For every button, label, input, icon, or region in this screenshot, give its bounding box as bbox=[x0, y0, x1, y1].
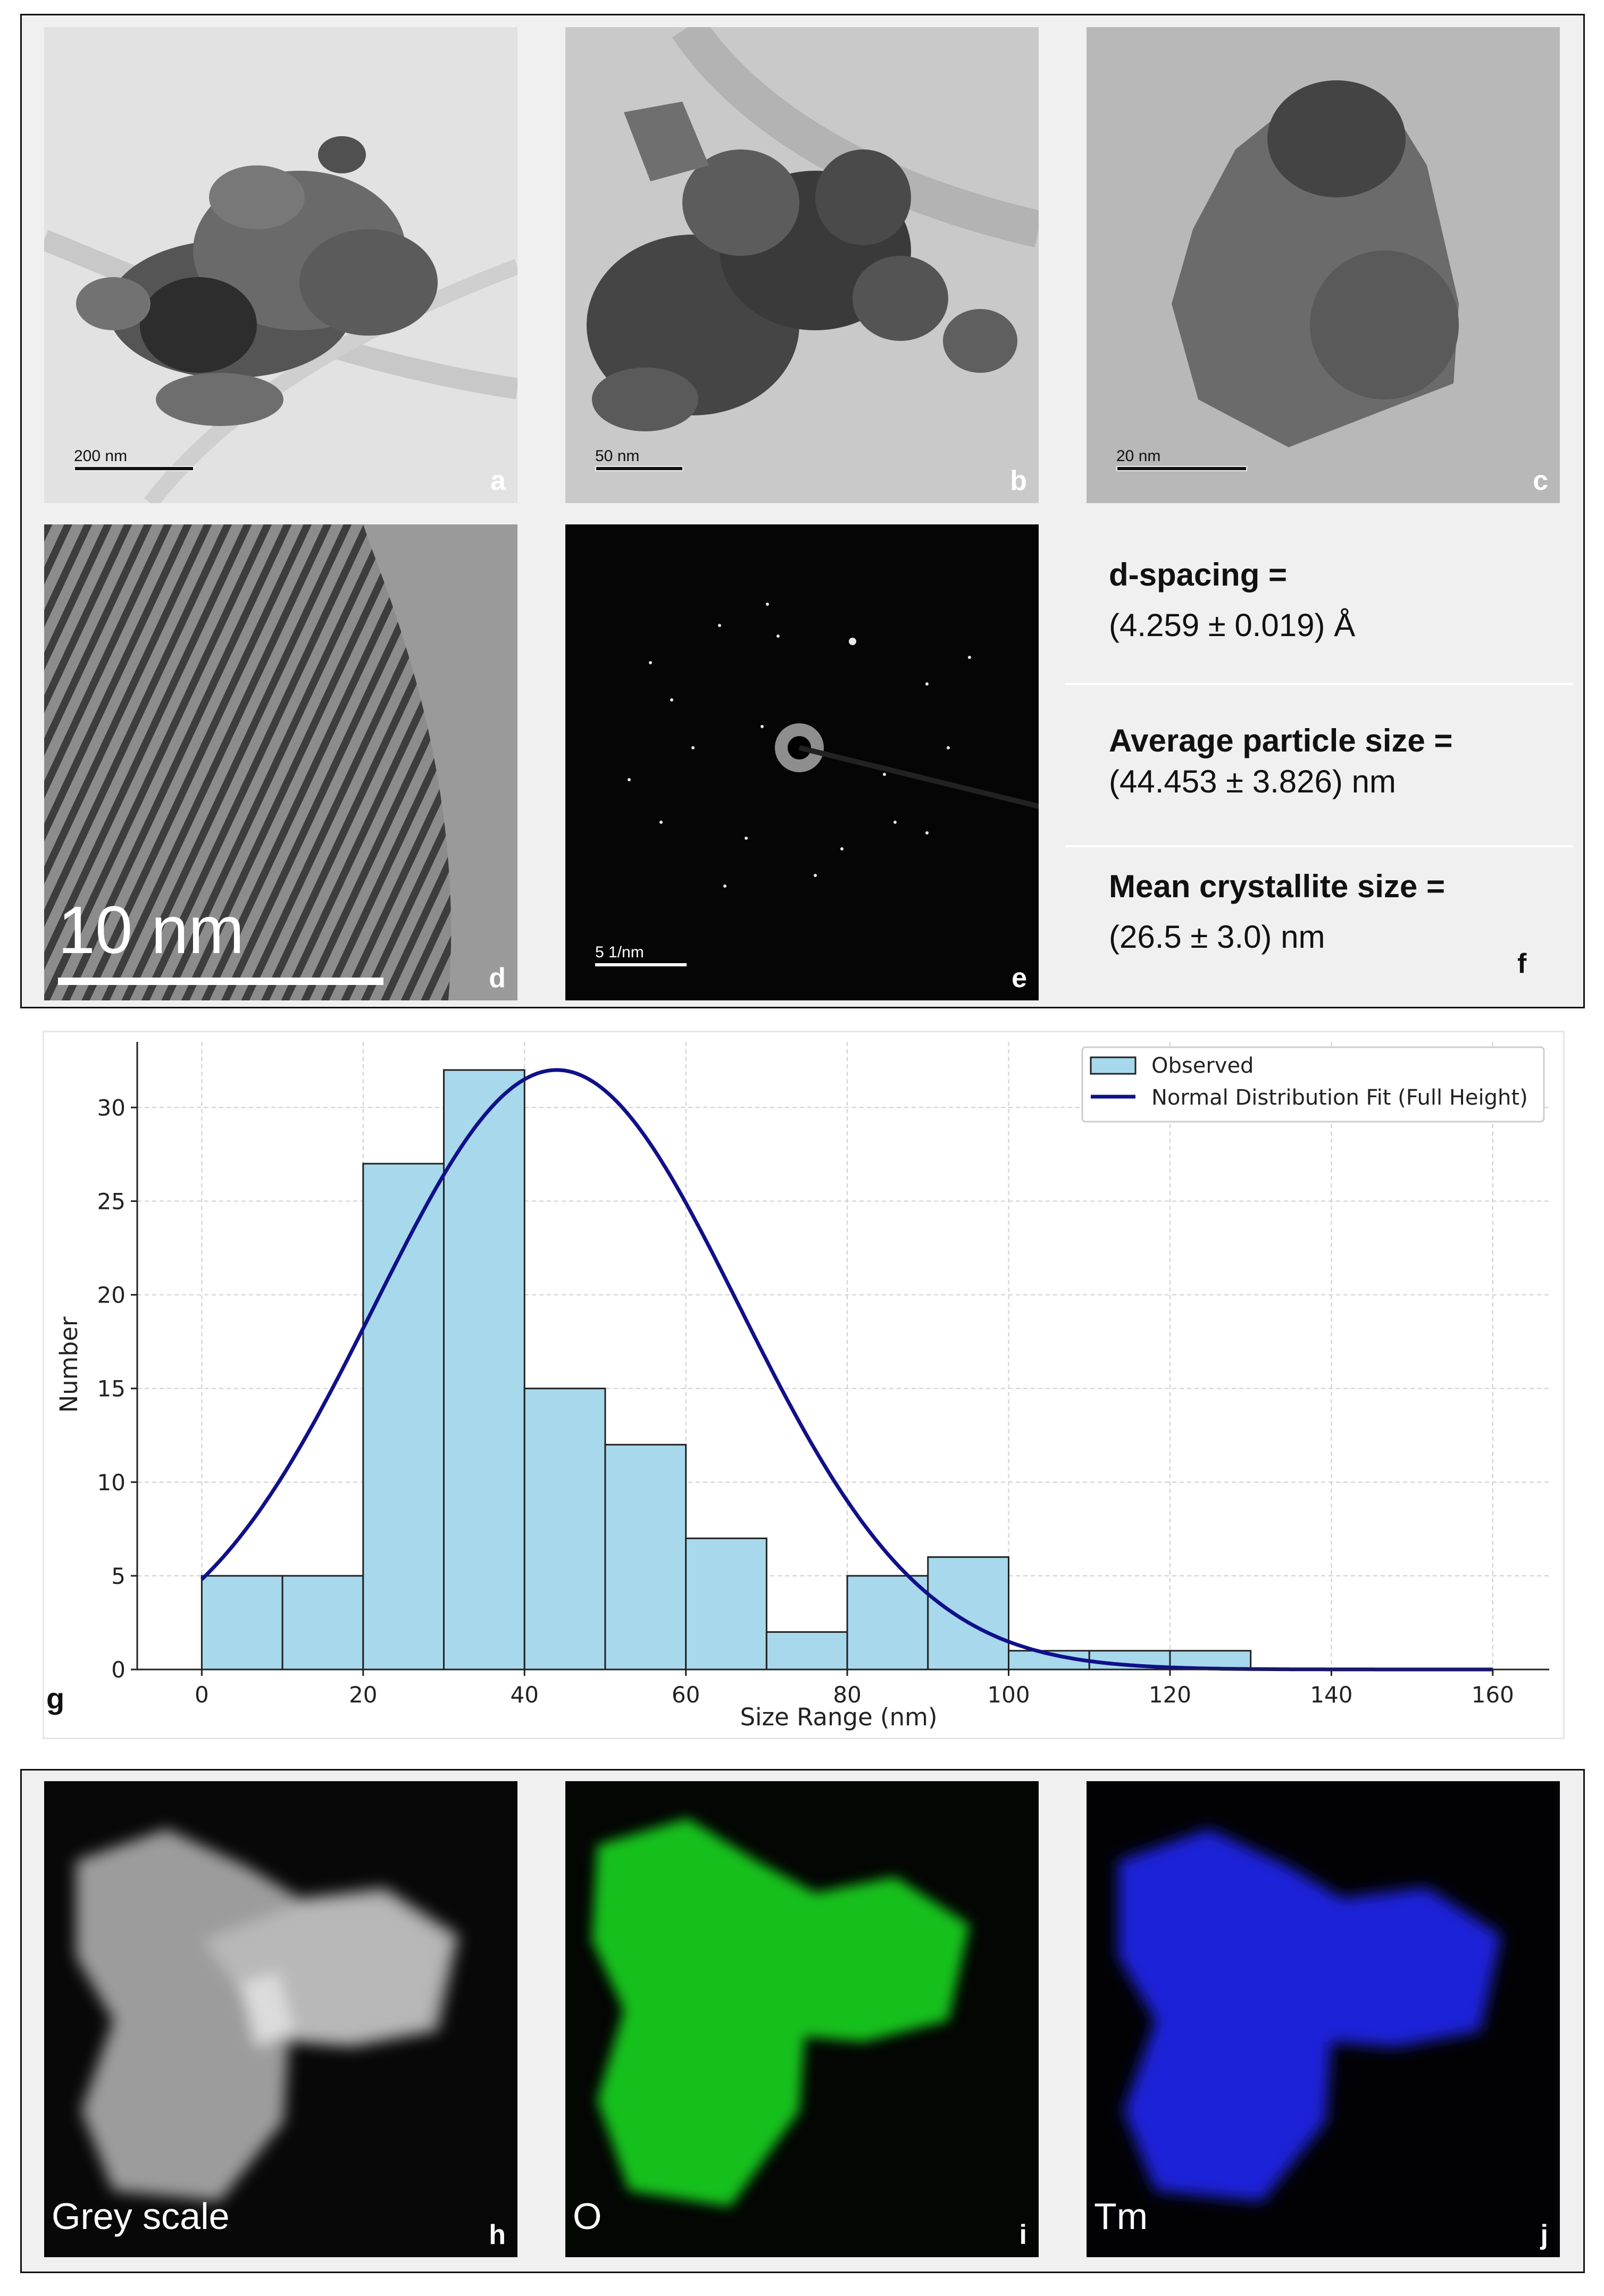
scale-bar-e bbox=[595, 963, 687, 966]
y-tick-label: 15 bbox=[97, 1376, 126, 1402]
divider bbox=[1065, 683, 1573, 685]
panel-d-lattice-fringes: 10 nm d bbox=[44, 524, 517, 1000]
thulium-map-image-j bbox=[1087, 1781, 1560, 2257]
panel-j-thulium-map: Tm j bbox=[1087, 1781, 1560, 2257]
histogram-bar bbox=[523, 1388, 606, 1671]
d-spacing-value: (4.259 ± 0.019) Å bbox=[1109, 607, 1356, 643]
panel-c-hrtem-image: 20 nm c bbox=[1087, 27, 1560, 503]
panel-i-oxygen-map: O i bbox=[565, 1781, 1039, 2257]
x-axis-label: Size Range (nm) bbox=[740, 1703, 937, 1731]
scale-bar-d bbox=[58, 978, 383, 985]
x-tick-label: 20 bbox=[349, 1682, 377, 1708]
panel-b-tem-image: 50 nm b bbox=[565, 27, 1039, 503]
y-tick-label: 5 bbox=[111, 1563, 126, 1589]
histogram-bar bbox=[362, 1163, 445, 1671]
x-tick-label: 40 bbox=[511, 1682, 539, 1708]
y-tick-label: 30 bbox=[97, 1095, 126, 1121]
legend-box bbox=[1081, 1046, 1545, 1123]
tem-image-a bbox=[44, 27, 517, 503]
histogram-panel-g: 0 20 40 60 80 100 120 140 160 0 5 10 15 20 25 30 Size … bbox=[43, 1031, 1565, 1739]
x-tick-label: 100 bbox=[987, 1682, 1030, 1708]
map-caption-h: Grey scale bbox=[52, 2195, 230, 2237]
panel-label-f: f bbox=[1517, 948, 1527, 979]
x-tick-label: 120 bbox=[1149, 1682, 1191, 1708]
map-caption-j: Tm bbox=[1094, 2195, 1148, 2237]
tem-image-b bbox=[565, 27, 1039, 503]
panel-label-b: b bbox=[1010, 465, 1027, 496]
histogram-bar bbox=[281, 1575, 364, 1671]
hrtem-image-c bbox=[1087, 27, 1560, 503]
oxygen-map-image-i bbox=[565, 1781, 1039, 2257]
histogram-bar bbox=[765, 1631, 848, 1671]
lattice-fringes-image-d bbox=[44, 524, 517, 1000]
histogram-bar bbox=[604, 1443, 687, 1671]
histogram-bar bbox=[846, 1575, 929, 1671]
crystallite-size-block: Mean crystallite size = (26.5 ± 3.0) nm bbox=[1109, 868, 1445, 955]
histogram-bar bbox=[685, 1537, 767, 1671]
panel-label-h: h bbox=[489, 2219, 506, 2250]
histogram-bar bbox=[200, 1575, 283, 1671]
y-tick-labels: 0 5 10 15 20 25 30 bbox=[97, 1095, 137, 1683]
scale-bar-label-a: 200 nm bbox=[74, 447, 128, 465]
x-tick-label: 0 bbox=[195, 1682, 209, 1708]
panel-h-grey-scale-map: Grey scale h bbox=[44, 1781, 517, 2257]
panel-label-e: e bbox=[1012, 963, 1027, 993]
x-tick-label: 60 bbox=[672, 1682, 700, 1708]
eds-mapping-frame: Grey scale h O i bbox=[20, 1769, 1585, 2273]
y-tick-label: 25 bbox=[97, 1188, 126, 1214]
scale-bar-b bbox=[595, 466, 683, 471]
particle-size-key: Average particle size = bbox=[1109, 723, 1453, 758]
x-tick-label: 160 bbox=[1472, 1682, 1514, 1708]
legend-label-observed: Observed bbox=[1151, 1054, 1254, 1078]
panel-label-c: c bbox=[1533, 465, 1548, 496]
x-tick-label: 140 bbox=[1310, 1682, 1352, 1708]
d-spacing-block: d-spacing = (4.259 ± 0.019) Å bbox=[1109, 556, 1355, 644]
scale-bar-label-d: 10 nm bbox=[58, 892, 245, 967]
panel-e-saed-pattern: 5 1/nm e bbox=[565, 524, 1039, 1000]
particle-size-value: (44.453 ± 3.826) nm bbox=[1109, 764, 1396, 799]
grey-scale-image-h bbox=[44, 1781, 517, 2257]
panel-label-i: i bbox=[1019, 2219, 1027, 2250]
legend-swatch-observed bbox=[1090, 1056, 1137, 1075]
panel-a-tem-image: 200 nm a bbox=[44, 27, 517, 503]
x-tick-label: 80 bbox=[833, 1682, 861, 1708]
legend-label-fit: Normal Distribution Fit (Full Height) bbox=[1151, 1086, 1528, 1110]
y-axis-label: Number bbox=[55, 1316, 83, 1413]
d-spacing-key: d-spacing = bbox=[1109, 557, 1288, 592]
size-distribution-chart: 0 20 40 60 80 100 120 140 160 0 5 10 15 20 25 30 Size … bbox=[55, 1042, 1549, 1731]
panel-f-summary: d-spacing = (4.259 ± 0.019) Å Average pa… bbox=[1065, 524, 1573, 1000]
scale-bar-label-c: 20 nm bbox=[1116, 447, 1161, 465]
scale-bar-label-e: 5 1/nm bbox=[595, 944, 644, 961]
scale-bar-c bbox=[1116, 466, 1247, 471]
axes bbox=[136, 1042, 1549, 1671]
crystallite-size-value: (26.5 ± 3.0) nm bbox=[1109, 919, 1325, 955]
scale-bar-label-b: 50 nm bbox=[595, 447, 640, 465]
tem-panel-frame: 200 nm a 50 nm b 20 nm c bbox=[20, 14, 1585, 1008]
legend: Observed Normal Distribution Fit (Full H… bbox=[1081, 1046, 1545, 1123]
crystallite-size-key: Mean crystallite size = bbox=[1109, 869, 1445, 904]
histogram-bar bbox=[443, 1069, 525, 1671]
map-caption-i: O bbox=[573, 2195, 602, 2237]
panel-label-g: g bbox=[46, 1682, 65, 1715]
y-tick-label: 10 bbox=[97, 1470, 126, 1496]
divider bbox=[1065, 845, 1573, 847]
y-tick-label: 0 bbox=[111, 1657, 126, 1683]
panel-label-a: a bbox=[490, 465, 506, 496]
panel-label-d: d bbox=[489, 963, 506, 993]
saed-pattern-image-e bbox=[565, 524, 1039, 1000]
y-tick-label: 20 bbox=[97, 1282, 126, 1308]
particle-size-block: Average particle size = (44.453 ± 3.826)… bbox=[1109, 722, 1452, 800]
histogram-bar bbox=[927, 1556, 1010, 1671]
histogram-bars bbox=[200, 1069, 1252, 1671]
x-tick-labels: 0 20 40 60 80 100 120 140 160 bbox=[195, 1669, 1514, 1708]
scale-bar-a bbox=[74, 466, 194, 471]
panel-label-j: j bbox=[1540, 2219, 1548, 2250]
